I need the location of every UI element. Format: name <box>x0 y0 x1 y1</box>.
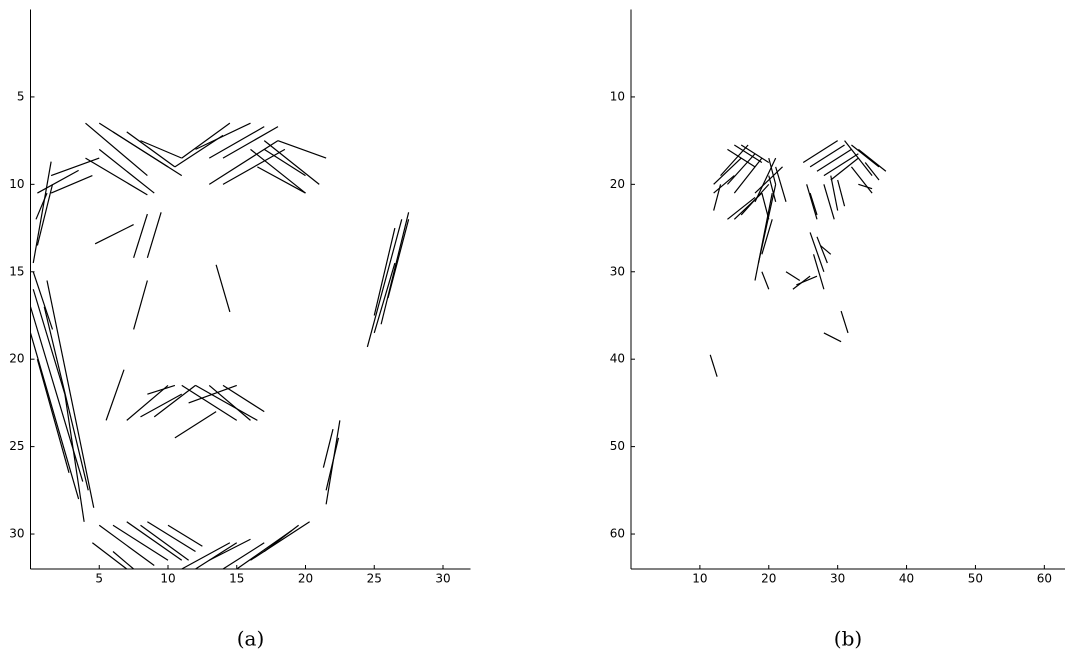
segment <box>251 149 306 193</box>
segment <box>223 385 264 411</box>
segment <box>134 281 148 330</box>
segment <box>326 438 338 490</box>
segment <box>37 359 69 473</box>
segment <box>810 145 844 167</box>
y-tick-label: 10 <box>9 177 24 191</box>
y-tick-label: 20 <box>610 177 625 191</box>
segment <box>51 176 92 193</box>
segment <box>803 141 837 163</box>
segment <box>168 525 202 546</box>
segment <box>264 149 305 175</box>
segment <box>714 184 721 210</box>
segment <box>182 123 230 158</box>
segment <box>216 265 230 312</box>
segment <box>762 272 769 289</box>
y-tick-label: 30 <box>9 527 24 541</box>
segment <box>92 543 126 569</box>
segment <box>755 167 783 193</box>
segment <box>251 522 310 560</box>
segment <box>175 412 216 438</box>
segment <box>824 333 841 342</box>
y-tick-label: 25 <box>9 439 24 453</box>
y-tick-label: 30 <box>610 264 625 278</box>
segment <box>196 123 251 149</box>
segment <box>196 385 258 420</box>
segment <box>31 307 83 482</box>
y-tick-label: 20 <box>9 352 24 366</box>
segment <box>106 370 124 421</box>
caption: (b) <box>834 627 862 651</box>
segment <box>223 149 285 184</box>
segment <box>51 158 99 175</box>
y-tick-label: 15 <box>9 264 24 278</box>
segment <box>264 525 298 551</box>
segment <box>776 167 786 202</box>
segment <box>209 539 250 560</box>
segment <box>838 180 845 206</box>
segment <box>127 132 175 167</box>
x-tick-label: 20 <box>761 572 776 586</box>
segment <box>264 141 319 185</box>
x-tick-label: 20 <box>298 572 313 586</box>
segment <box>323 429 333 467</box>
x-tick-label: 30 <box>435 572 450 586</box>
segment <box>134 214 148 258</box>
segment <box>147 212 161 257</box>
segment <box>33 162 51 263</box>
segment <box>786 272 800 281</box>
segment <box>727 197 755 219</box>
segment <box>95 225 134 244</box>
y-tick-label: 50 <box>610 439 625 453</box>
x-tick-label: 10 <box>692 572 707 586</box>
y-tick-label: 10 <box>610 89 625 103</box>
segment <box>824 184 834 219</box>
segment <box>141 394 182 417</box>
segment <box>710 355 717 377</box>
segment <box>127 522 182 560</box>
segment <box>755 158 776 202</box>
segment <box>367 219 401 347</box>
segment <box>841 311 848 333</box>
segment <box>714 158 742 184</box>
segment <box>734 145 762 162</box>
segment <box>175 135 223 166</box>
x-tick-label: 50 <box>968 572 983 586</box>
segment <box>278 141 326 158</box>
y-tick-label: 40 <box>610 352 625 366</box>
segment <box>858 149 886 171</box>
segment <box>741 184 769 215</box>
x-tick-label: 25 <box>367 572 382 586</box>
x-tick-label: 10 <box>160 572 175 586</box>
segment <box>714 176 735 193</box>
segment <box>814 254 824 289</box>
caption: (a) <box>237 627 265 651</box>
segment <box>141 141 182 158</box>
segment <box>127 385 168 420</box>
segment <box>758 184 775 263</box>
segment <box>734 158 762 193</box>
x-tick-label: 30 <box>830 572 845 586</box>
figure: 5 10 15 20 25 30 5 10 15 20 25 30 (a) 10 20 30 40 50 60 10 2… <box>0 0 1066 657</box>
x-tick-label: 40 <box>899 572 914 586</box>
segment <box>810 193 817 215</box>
y-tick-label: 5 <box>17 89 25 103</box>
segment <box>47 281 94 508</box>
x-tick-label: 5 <box>95 572 103 586</box>
segment <box>831 176 838 211</box>
segment <box>99 525 154 565</box>
y-tick-label: 60 <box>610 527 625 541</box>
segment <box>807 184 817 219</box>
segment <box>182 543 230 569</box>
segment <box>741 145 769 162</box>
x-tick-label: 15 <box>229 572 244 586</box>
x-tick-label: 60 <box>1037 572 1052 586</box>
segment <box>196 543 237 569</box>
segment <box>147 385 175 394</box>
segment <box>86 123 148 175</box>
segment <box>209 385 250 420</box>
